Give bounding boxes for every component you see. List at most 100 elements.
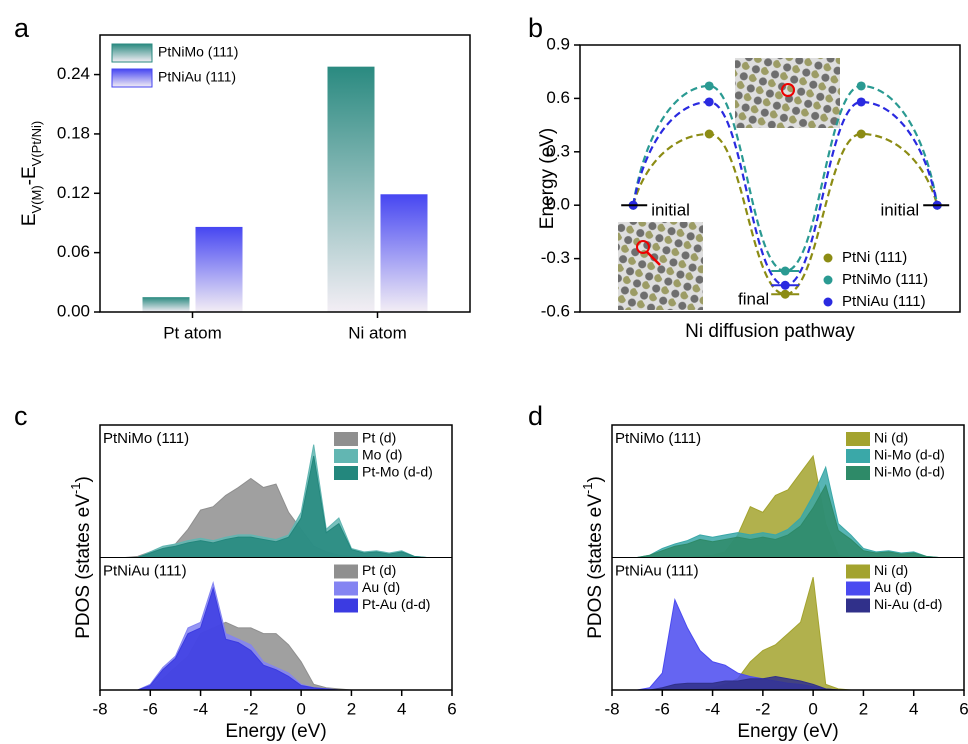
x-tick-label: -4 (193, 699, 208, 718)
legend-label: Pt (d) (362, 562, 396, 578)
bar (327, 66, 375, 313)
legend-swatch (846, 466, 870, 480)
panel-label: a (14, 13, 30, 43)
legend-swatch (334, 466, 358, 480)
point (780, 266, 790, 276)
pdos-area (637, 483, 939, 558)
legend-swatch (334, 449, 358, 463)
legend-label: Ni (d) (874, 430, 908, 446)
y-axis-label-part: ) (73, 476, 94, 482)
y-tick-label: 0.6 (546, 88, 570, 107)
inset-structure-top (735, 58, 840, 128)
y-tick-label: 0.06 (57, 242, 90, 261)
legend-marker (823, 297, 833, 307)
y-axis-label-part: V(Pt/Ni) (29, 121, 44, 167)
x-tick-label: -2 (755, 699, 770, 718)
x-tick-label: -6 (655, 699, 670, 718)
bar (142, 297, 190, 312)
panel-label: c (14, 401, 28, 431)
x-tick-label: -6 (143, 699, 158, 718)
legend-label: PtNiMo (111) (842, 271, 928, 288)
legend-label: Ni-Au (d-d) (874, 596, 942, 612)
legend-swatch (111, 68, 153, 88)
legend-marker (823, 275, 833, 285)
bar (195, 226, 243, 312)
legend-swatch (846, 564, 870, 579)
x-tick-label: 6 (447, 699, 456, 718)
legend-label: Pt-Mo (d-d) (362, 464, 433, 480)
annotation: initial (651, 201, 690, 220)
pdos-area (125, 444, 427, 558)
point (780, 280, 790, 290)
legend-label: Ni (d) (874, 562, 908, 578)
y-tick-label: -0.3 (541, 248, 570, 267)
annotation: initial (880, 201, 919, 220)
point (856, 97, 866, 107)
x-tick-label: Pt atom (163, 323, 222, 342)
y-axis-label: PDOS (states eV-1) (580, 476, 606, 639)
inset-structure-bottom (618, 222, 703, 310)
y-tick-label: 0.0 (546, 195, 570, 214)
legend-label: Mo (d) (362, 447, 402, 463)
point (780, 289, 790, 299)
panel-label: d (528, 401, 543, 431)
legend-swatch (846, 598, 870, 613)
y-tick-label: 0.24 (57, 64, 90, 83)
x-tick-label: -8 (604, 699, 619, 718)
x-tick-label: 6 (959, 699, 968, 718)
pdos-area (125, 455, 427, 558)
legend-swatch (846, 432, 870, 446)
y-tick-label: 0.9 (546, 34, 570, 53)
legend-swatch (334, 581, 358, 596)
legend-label: Ni-Mo (d-d) (874, 447, 945, 463)
plot-frame (99, 34, 471, 313)
legend-label: Pt (d) (362, 430, 396, 446)
plot-frame (99, 424, 453, 691)
point (856, 81, 866, 91)
x-axis-label: Energy (eV) (737, 721, 838, 742)
legend-label: Au (d) (874, 579, 912, 595)
y-tick-label: -0.6 (541, 301, 570, 320)
legend-swatch (334, 432, 358, 446)
x-tick-label: 2 (859, 699, 868, 718)
x-tick-label: 4 (397, 699, 406, 718)
y-axis-label-part: E (19, 213, 40, 226)
y-tick-label: 0.12 (57, 183, 90, 202)
legend-label: Ni-Mo (d-d) (874, 464, 945, 480)
legend-label: PtNiAu (111) (158, 69, 236, 85)
point (704, 97, 714, 107)
point (704, 129, 714, 139)
legend-label: Pt-Au (d-d) (362, 596, 430, 612)
subplot-title: PtNiAu (111) (103, 562, 187, 579)
bar (380, 194, 428, 312)
plot-frame (579, 44, 961, 313)
y-axis-label-part: -1 (68, 483, 83, 495)
x-tick-label: -8 (92, 699, 107, 718)
x-tick-label: -4 (705, 699, 720, 718)
x-tick-label: 2 (347, 699, 356, 718)
point (856, 129, 866, 139)
y-axis-label-part: PDOS (states eV (585, 494, 606, 639)
x-tick-label: 0 (808, 699, 817, 718)
y-axis-label-part: -1 (580, 483, 595, 495)
subplot-title: PtNiMo (111) (103, 430, 189, 447)
legend-swatch (846, 581, 870, 596)
subplot-title: PtNiAu (111) (615, 562, 699, 579)
y-axis-label-part: ) (585, 476, 606, 482)
legend-marker (823, 253, 833, 263)
x-tick-label: 0 (296, 699, 305, 718)
y-tick-label: 0.00 (57, 301, 90, 320)
y-axis-label: EV(M)-EV(Pt/Ni) (19, 121, 44, 226)
y-axis-label-part: -E (19, 166, 40, 185)
annotation: final (738, 290, 769, 309)
legend-swatch (111, 43, 153, 63)
legend-label: PtNi (111) (842, 249, 907, 266)
energy-path (632, 132, 939, 296)
subplot-title: PtNiMo (111) (615, 430, 701, 447)
legend-swatch (334, 598, 358, 613)
x-axis-label: Energy (eV) (225, 721, 326, 742)
y-axis-label: Energy (eV) (537, 128, 558, 229)
point (704, 81, 714, 91)
